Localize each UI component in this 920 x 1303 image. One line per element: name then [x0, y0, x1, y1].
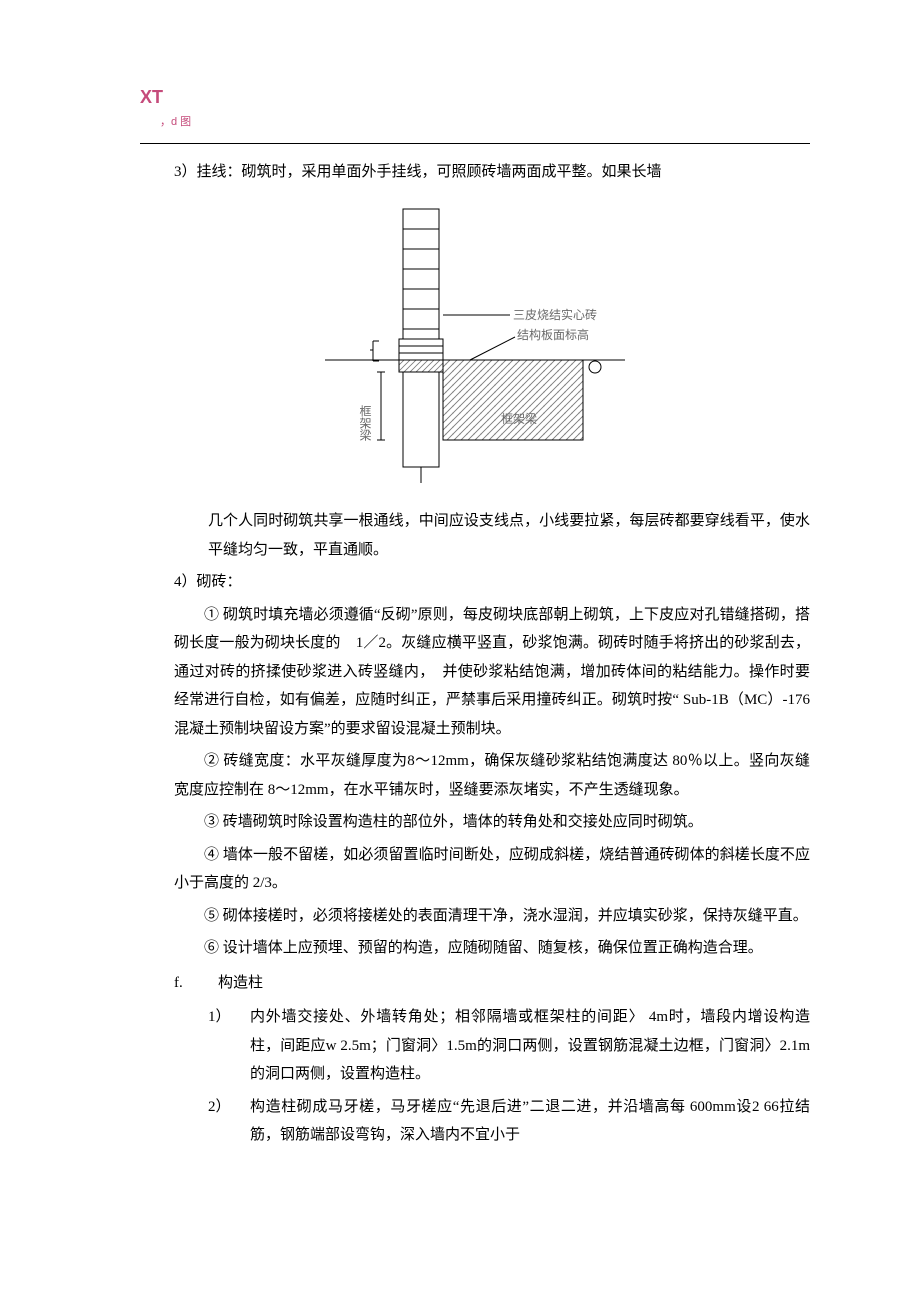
clause-5: ⑤ 砌体接槎时，必须将接槎处的表面清理干净，浇水湿润，并应填实砂浆，保持灰缝平直… [140, 902, 810, 931]
section-3-continued: 几个人同时砌筑共享一根通线，中间应设支线点，小线要拉紧，每层砖都要穿线看平，使水… [140, 507, 810, 564]
page-header: XT ，d 图 [140, 80, 810, 133]
diagram-label-top: 三皮烧结实心砖 [513, 307, 597, 322]
header-sub: ，d 图 [160, 112, 810, 133]
clause-3: ③ 砖墙砌筑时除设置构造柱的部位外，墙体的转角处和交接处应同时砌筑。 [140, 808, 810, 837]
f-item-1: 1） 内外墙交接处、外墙转角处；相邻隔墙或框架柱的间距〉 4m时，墙段内增设构造… [140, 1003, 810, 1089]
f-label: f. [174, 969, 218, 998]
f1-num: 1） [208, 1003, 250, 1089]
clause-4: ④ 墙体一般不留槎，如必须留置临时间断处，应砌成斜槎，烧结普通砖砌体的斜槎长度不… [140, 841, 810, 898]
clause-2: ② 砖缝宽度：水平灰缝厚度为8～12mm，确保灰缝砂浆粘结饱满度达 80％以上。… [140, 747, 810, 804]
section-4-head: 4）砌砖： [140, 568, 810, 597]
section-3-intro: 3）挂线：砌筑时，采用单面外手挂线，可照顾砖墙两面成平整。如果长墙 [140, 158, 810, 187]
header-divider [140, 143, 810, 144]
f-item-2: 2） 构造柱砌成马牙槎，马牙槎应“先退后进”二退二进，并沿墙高每 600mm设2… [140, 1093, 810, 1150]
section-f-head: f. 构造柱 [140, 969, 810, 998]
f2-num: 2） [208, 1093, 250, 1150]
diagram-svg: 三皮烧结实心砖 结构板面标高 框架梁 框架梁 [325, 205, 625, 485]
header-label: XT [140, 80, 810, 114]
f2-text: 构造柱砌成马牙槎，马牙槎应“先退后进”二退二进，并沿墙高每 600mm设2 66… [250, 1093, 810, 1150]
f1-text: 内外墙交接处、外墙转角处；相邻隔墙或框架柱的间距〉 4m时，墙段内增设构造柱，间… [250, 1003, 810, 1089]
construction-diagram: 三皮烧结实心砖 结构板面标高 框架梁 框架梁 [140, 205, 810, 496]
diagram-label-vert: 框架梁 [358, 404, 372, 440]
diagram-label-beam: 框架梁 [501, 411, 537, 426]
diagram-label-mid: 结构板面标高 [517, 327, 589, 342]
clause-1: ① 砌筑时填充墙必须遵循“反砌”原则，每皮砌块底部朝上砌筑，上下皮应对孔错缝搭砌… [140, 601, 810, 744]
clause-6: ⑥ 设计墙体上应预埋、预留的构造，应随砌随留、随复核，确保位置正确构造合理。 [140, 934, 810, 963]
f-title: 构造柱 [218, 969, 263, 998]
